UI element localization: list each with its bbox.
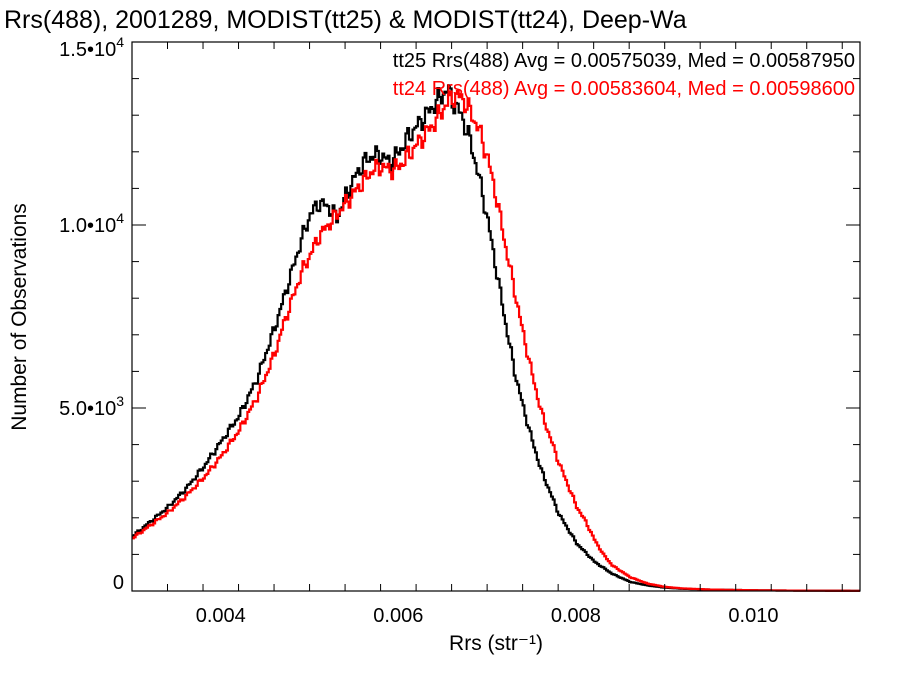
chart-title: Rrs(488), 2001289, MODIST(tt25) & MODIST… (4, 6, 687, 34)
x-tick-label: 0.010 (728, 605, 778, 627)
x-tick-label: 0.006 (373, 605, 423, 627)
plot-frame (131, 41, 861, 592)
x-tick-label: 0.004 (196, 605, 246, 627)
y-axis-label: Number of Observations (8, 203, 31, 431)
series-tt24-line (132, 89, 860, 592)
x-axis-label: Rrs (str⁻¹) (449, 632, 543, 655)
y-tick-label: 5.0•103 (59, 393, 124, 420)
x-tick-label: 0.008 (551, 605, 601, 627)
plot-area: 0.004 0.006 0.008 0.010 0 5.0•103 1.0•104 1.5•1… (59, 34, 861, 627)
y-tick-label: 0 (113, 572, 124, 594)
y-tick-label: 1.0•104 (59, 210, 124, 237)
legend-entry-tt25: tt25 Rrs(488) Avg = 0.00575039, Med = 0.… (393, 50, 855, 72)
legend-entry-tt24: tt24 Rrs(488) Avg = 0.00583604, Med = 0.… (393, 78, 855, 100)
y-tick-label: 1.5•104 (59, 34, 124, 61)
series-tt25-line (132, 84, 860, 592)
